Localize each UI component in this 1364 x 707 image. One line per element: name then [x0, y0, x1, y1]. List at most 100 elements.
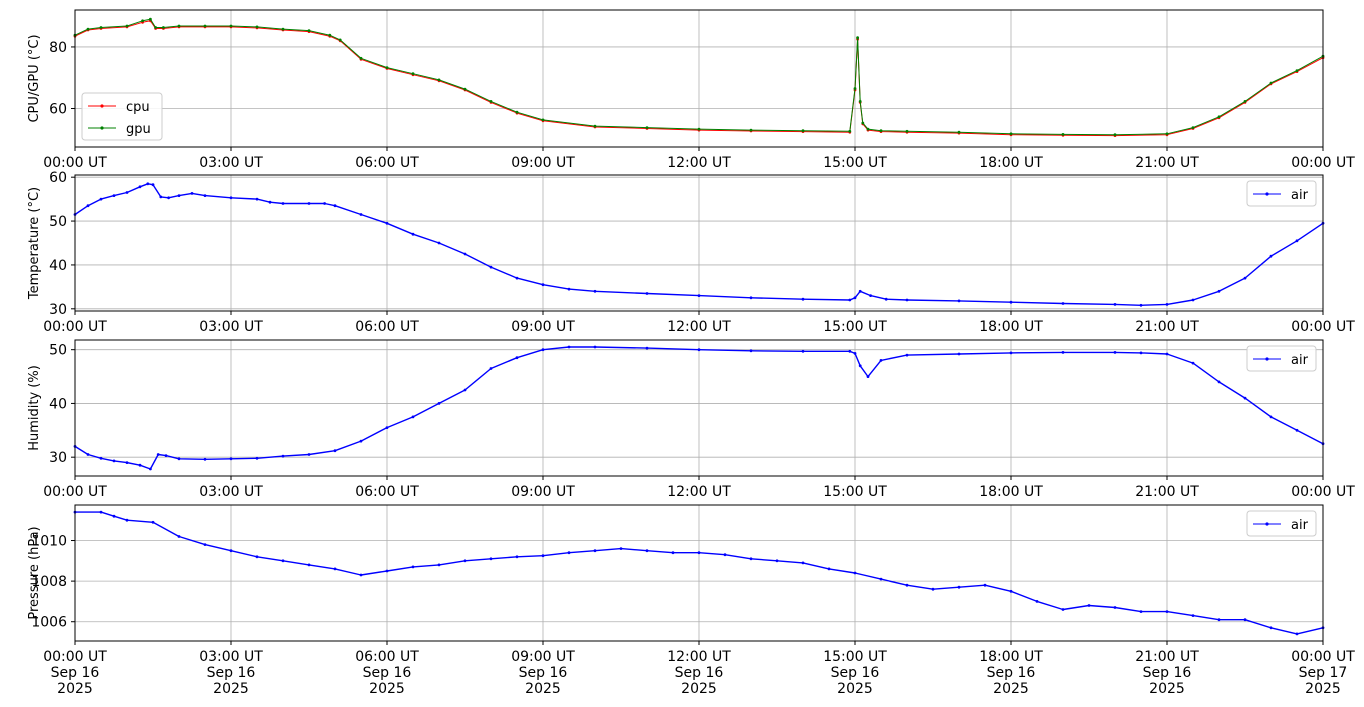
- x-tick-label: 06:00 UT: [355, 319, 419, 335]
- data-point: [112, 194, 116, 198]
- data-point: [1139, 610, 1143, 613]
- data-point: [567, 287, 571, 291]
- series-markers-air: [73, 510, 1325, 636]
- data-point: [1165, 303, 1169, 306]
- data-point: [567, 551, 571, 555]
- data-point: [411, 72, 415, 76]
- data-point: [99, 510, 103, 514]
- data-point: [848, 129, 852, 133]
- data-point: [86, 204, 90, 208]
- data-point: [463, 559, 467, 563]
- x-tick-label: 09:00 UT: [511, 155, 575, 171]
- data-point: [203, 24, 207, 28]
- data-point: [645, 346, 649, 350]
- data-point: [801, 349, 805, 353]
- data-point: [1243, 100, 1247, 103]
- data-point: [125, 518, 129, 522]
- data-point: [1243, 276, 1247, 280]
- data-point: [338, 38, 342, 42]
- data-point: [151, 183, 155, 187]
- x-tick-label: 15:00 UT: [823, 319, 887, 335]
- data-point: [411, 565, 415, 569]
- data-point: [697, 551, 701, 555]
- y-tick-label: 80: [49, 40, 67, 56]
- legend: air: [1246, 180, 1317, 207]
- data-point: [957, 585, 961, 589]
- data-point: [333, 449, 337, 453]
- data-point: [1269, 254, 1273, 258]
- x-tick-label: 06:00 UT Sep 16 2025: [355, 649, 419, 697]
- data-point: [1009, 589, 1013, 593]
- grid: [74, 505, 1324, 641]
- data-point: [1165, 610, 1169, 613]
- legend-label: air: [1291, 518, 1309, 533]
- data-point: [1061, 608, 1065, 611]
- data-point: [1295, 69, 1299, 72]
- y-tick-label: 50: [49, 343, 67, 359]
- x-tick-label: 12:00 UT Sep 16 2025: [667, 649, 731, 697]
- x-tick-label: 00:00 UT Sep 17 2025: [1291, 649, 1355, 697]
- data-point: [866, 127, 870, 131]
- legend-label: air: [1291, 353, 1309, 368]
- data-point: [905, 353, 909, 357]
- data-point: [138, 185, 142, 189]
- data-point: [1191, 361, 1195, 365]
- x-tick-label: 09:00 UT: [511, 484, 575, 500]
- y-tick-label: 30: [49, 302, 67, 318]
- data-point: [281, 559, 285, 563]
- data-point: [177, 194, 181, 198]
- data-point: [858, 289, 862, 293]
- x-tick-label: 06:00 UT: [355, 155, 419, 171]
- x-tick-label: 21:00 UT: [1135, 319, 1199, 335]
- grid: [74, 340, 1324, 476]
- data-point: [1295, 428, 1299, 432]
- data-point: [154, 26, 158, 29]
- data-point: [853, 352, 857, 355]
- data-point: [856, 36, 859, 40]
- data-point: [1191, 614, 1195, 617]
- x-tick-label: 03:00 UT: [199, 155, 263, 171]
- data-point: [307, 29, 311, 32]
- x-tick-label: 15:00 UT: [823, 484, 887, 500]
- data-point: [593, 124, 597, 128]
- x-tick-label: 09:00 UT: [511, 319, 575, 335]
- data-point: [385, 569, 389, 573]
- legend-box: [1246, 180, 1317, 207]
- data-point: [268, 200, 272, 204]
- data-point: [149, 467, 152, 471]
- x-tick-label: 21:00 UT: [1135, 155, 1199, 171]
- data-point: [567, 345, 571, 349]
- data-point: [307, 202, 311, 205]
- legend-box: [1246, 345, 1317, 372]
- x-tick-label: 00:00 UT: [1291, 155, 1355, 171]
- data-point: [593, 289, 597, 293]
- x-tick-label: 00:00 UT: [43, 319, 107, 335]
- data-point: [1243, 396, 1247, 400]
- data-point: [957, 299, 961, 303]
- data-point: [359, 56, 363, 60]
- x-tick-label: 00:00 UT: [1291, 319, 1355, 335]
- data-point: [255, 25, 259, 29]
- y-tick-label: 40: [49, 258, 67, 274]
- data-point: [159, 195, 163, 199]
- data-point: [385, 66, 389, 69]
- legend: air: [1246, 510, 1317, 537]
- data-point: [177, 535, 181, 538]
- data-point: [203, 457, 207, 461]
- data-point: [146, 182, 150, 186]
- legend: cpu gpu: [81, 92, 163, 141]
- x-tick-label: 12:00 UT: [667, 155, 731, 171]
- legend-swatch-marker: [100, 126, 104, 130]
- data-point: [411, 232, 415, 236]
- data-point: [328, 33, 332, 37]
- data-point: [99, 26, 103, 29]
- data-point: [749, 296, 753, 300]
- data-point: [1191, 298, 1195, 302]
- data-point: [385, 426, 389, 429]
- x-tick-label: 21:00 UT: [1135, 484, 1199, 500]
- y-axis-label: CPU/GPU (°C): [27, 34, 42, 122]
- series-markers-air: [73, 182, 1325, 307]
- series-line-cpu: [74, 20, 1324, 137]
- chart-panel-1: 60 80 00:00 UT 03:00 UT 06:00 UT 09:00 UT 12:0…: [27, 9, 1355, 171]
